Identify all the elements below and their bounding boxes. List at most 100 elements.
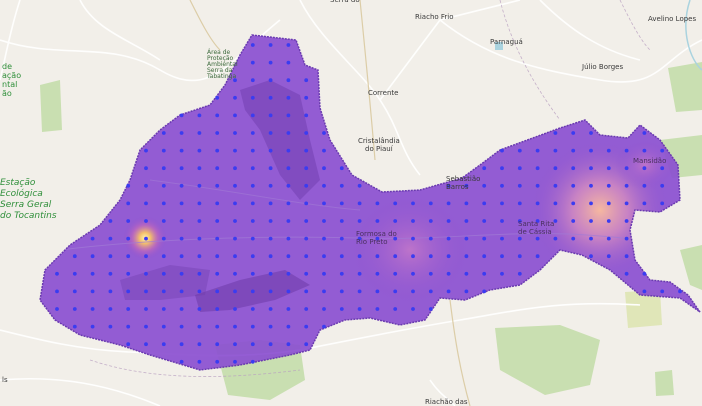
- sample-point: [108, 271, 113, 276]
- sample-point: [179, 201, 184, 206]
- sample-point: [339, 236, 344, 241]
- sample-point: [357, 289, 362, 294]
- sample-point: [250, 324, 255, 329]
- sample-point: [446, 254, 451, 259]
- sample-point: [179, 359, 184, 364]
- sample-point: [642, 289, 647, 294]
- sample-point: [250, 359, 255, 364]
- sample-point: [606, 254, 611, 259]
- sample-point: [161, 324, 166, 329]
- sample-point: [268, 95, 273, 100]
- sample-point: [197, 236, 202, 241]
- sample-point: [215, 201, 220, 206]
- sample-point: [304, 166, 309, 171]
- sample-point: [322, 201, 326, 206]
- sample-point: [393, 236, 398, 241]
- sample-point: [250, 131, 255, 135]
- sample-point: [90, 271, 95, 276]
- sample-point: [411, 289, 415, 294]
- major-road: [189, 0, 221, 51]
- sample-point: [233, 342, 237, 347]
- sample-point: [482, 254, 487, 259]
- sample-point: [553, 166, 558, 171]
- sample-point: [357, 219, 362, 223]
- sample-point: [304, 271, 309, 276]
- sample-point: [375, 271, 380, 276]
- sample-point: [339, 219, 344, 223]
- sample-point: [126, 307, 131, 311]
- sample-point: [517, 236, 522, 241]
- sample-point: [393, 219, 398, 223]
- sample-point: [660, 183, 665, 188]
- sample-point: [215, 183, 220, 188]
- sample-point: [446, 271, 451, 276]
- sample-point: [55, 307, 59, 311]
- sample-point: [589, 201, 593, 206]
- sample-point: [286, 183, 291, 188]
- sample-points: [55, 43, 682, 364]
- sample-point: [126, 289, 131, 294]
- sample-point: [464, 271, 469, 276]
- sample-point: [393, 254, 398, 259]
- sample-point: [250, 95, 255, 100]
- sample-point: [268, 342, 273, 347]
- sample-point: [375, 289, 380, 294]
- sample-point: [233, 201, 237, 206]
- sample-point: [215, 359, 220, 364]
- sample-point: [286, 148, 291, 153]
- sample-point: [571, 236, 576, 241]
- sample-point: [161, 307, 166, 311]
- sample-point: [642, 183, 647, 188]
- sample-point: [233, 148, 237, 153]
- sample-point: [500, 201, 504, 206]
- sample-point: [286, 307, 291, 311]
- sample-point: [446, 289, 451, 294]
- sample-point: [411, 219, 415, 223]
- sample-point: [482, 219, 487, 223]
- sample-point: [144, 271, 148, 276]
- sample-point: [233, 113, 237, 118]
- sample-point: [250, 219, 255, 223]
- sample-point: [250, 201, 255, 206]
- sample-point: [90, 236, 95, 241]
- sample-point: [535, 166, 540, 171]
- sample-point: [179, 324, 184, 329]
- sample-point: [126, 342, 131, 347]
- sample-point: [322, 289, 326, 294]
- sample-point: [304, 342, 309, 347]
- sample-point: [339, 201, 344, 206]
- sample-point: [215, 236, 220, 241]
- sample-point: [286, 166, 291, 171]
- sample-point: [624, 236, 629, 241]
- sample-point: [589, 219, 593, 223]
- sample-point: [126, 201, 131, 206]
- sample-point: [339, 166, 344, 171]
- sample-point: [179, 271, 184, 276]
- sample-point: [268, 131, 273, 135]
- green-area: [680, 245, 702, 290]
- sample-point: [233, 236, 237, 241]
- green-area: [668, 62, 702, 112]
- sample-point: [268, 113, 273, 118]
- sample-point: [304, 183, 309, 188]
- sample-point: [624, 183, 629, 188]
- sample-point: [411, 236, 415, 241]
- sample-point: [606, 236, 611, 241]
- sample-point: [215, 95, 220, 100]
- sample-point: [215, 254, 220, 259]
- sample-point: [286, 254, 291, 259]
- sample-point: [500, 166, 504, 171]
- sample-point: [535, 254, 540, 259]
- sample-point: [322, 183, 326, 188]
- sample-point: [304, 95, 309, 100]
- sample-point: [233, 78, 237, 83]
- place-label-top-fragment: Serra do: [330, 0, 360, 4]
- green-area: [625, 290, 662, 328]
- sample-point: [72, 324, 77, 329]
- sample-point: [286, 236, 291, 241]
- sample-point: [678, 289, 682, 294]
- sample-point: [517, 254, 522, 259]
- sample-point: [215, 219, 220, 223]
